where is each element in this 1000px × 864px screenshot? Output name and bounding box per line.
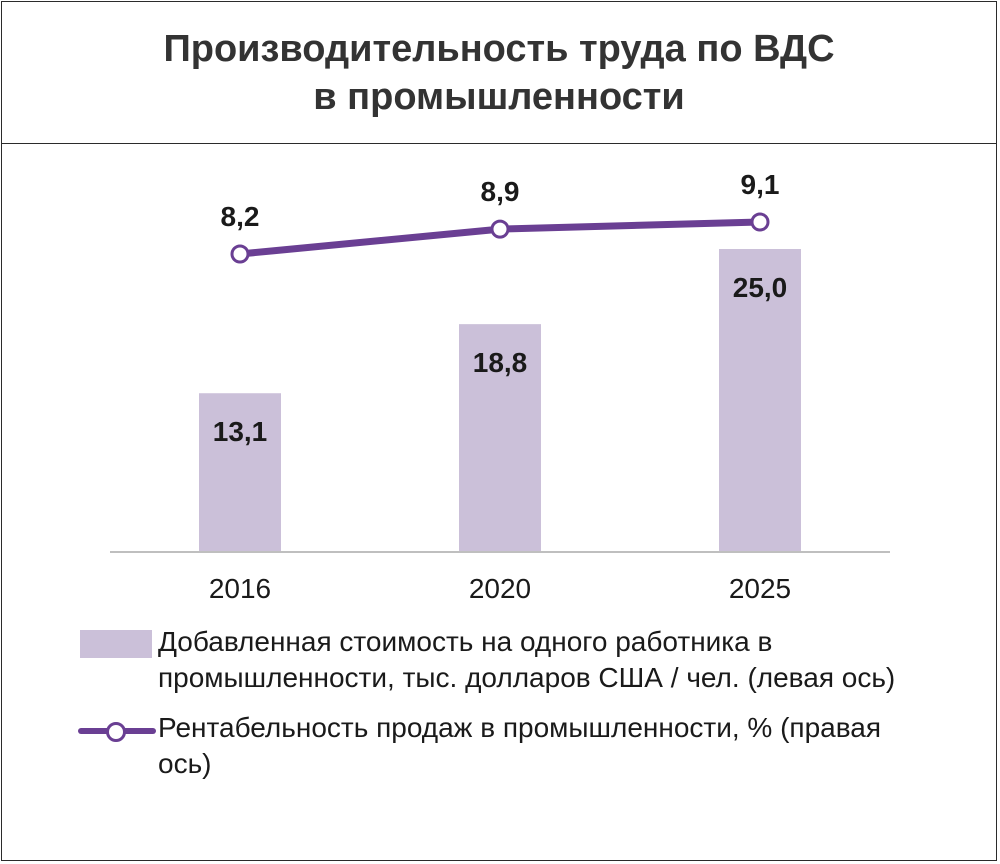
line-series-layer: 8,2 8,9 9,1: [221, 169, 780, 264]
bars-layer: 13,1 18,8 25,0: [199, 249, 801, 552]
chart-title-line-2: в промышленности: [313, 75, 685, 118]
bar-data-label-2025: 25,0: [733, 272, 788, 303]
bar-2020: [459, 324, 541, 552]
line-point-2025: [750, 212, 770, 232]
chart-title-box: Производительность труда по ВДС в промыш…: [2, 2, 996, 144]
line-data-label-2016: 8,2: [221, 201, 260, 232]
bar-swatch-icon: [80, 630, 152, 658]
bar-2016: [199, 393, 281, 552]
legend-item-bar-series: Добавленная стоимость на одного работник…: [70, 624, 980, 696]
legend-label-bar-series: Добавленная стоимость на одного работник…: [158, 624, 895, 696]
legend-swatch-bar: [70, 624, 158, 660]
legend-label-line-series: Рентабельность продаж в промышленности, …: [158, 710, 881, 782]
line-data-label-2025: 9,1: [741, 169, 780, 200]
x-tick-label-2020: 2020: [469, 573, 531, 604]
x-tick-label-2016: 2016: [209, 573, 271, 604]
bar-data-label-2016: 13,1: [213, 416, 268, 447]
circle-marker-icon: [106, 722, 126, 742]
x-tick-labels: 2016 2020 2025: [209, 573, 791, 604]
combo-chart: 13,1 18,8 25,0 2016 2020 2025 8,2 8,9 9,1: [110, 169, 890, 604]
line-data-label-2020: 8,9: [481, 176, 520, 207]
chart-title-line-1: Производительность труда по ВДС: [163, 27, 835, 70]
bar-2025: [719, 249, 801, 552]
legend: Добавленная стоимость на одного работник…: [70, 624, 980, 796]
legend-label-bar-line-1: Добавленная стоимость на одного работник…: [158, 626, 773, 657]
bar-data-label-2020: 18,8: [473, 347, 528, 378]
line-point-2016: [230, 244, 250, 264]
legend-label-line-line-2: ось): [158, 748, 212, 779]
legend-label-bar-line-2: промышленности, тыс. долларов США / чел.…: [158, 662, 896, 693]
legend-item-line-series: Рентабельность продаж в промышленности, …: [70, 710, 980, 782]
legend-label-line-line-1: Рентабельность продаж в промышленности, …: [158, 712, 882, 743]
x-tick-label-2025: 2025: [729, 573, 791, 604]
line-point-2020: [490, 219, 510, 239]
legend-swatch-line: [70, 710, 158, 746]
